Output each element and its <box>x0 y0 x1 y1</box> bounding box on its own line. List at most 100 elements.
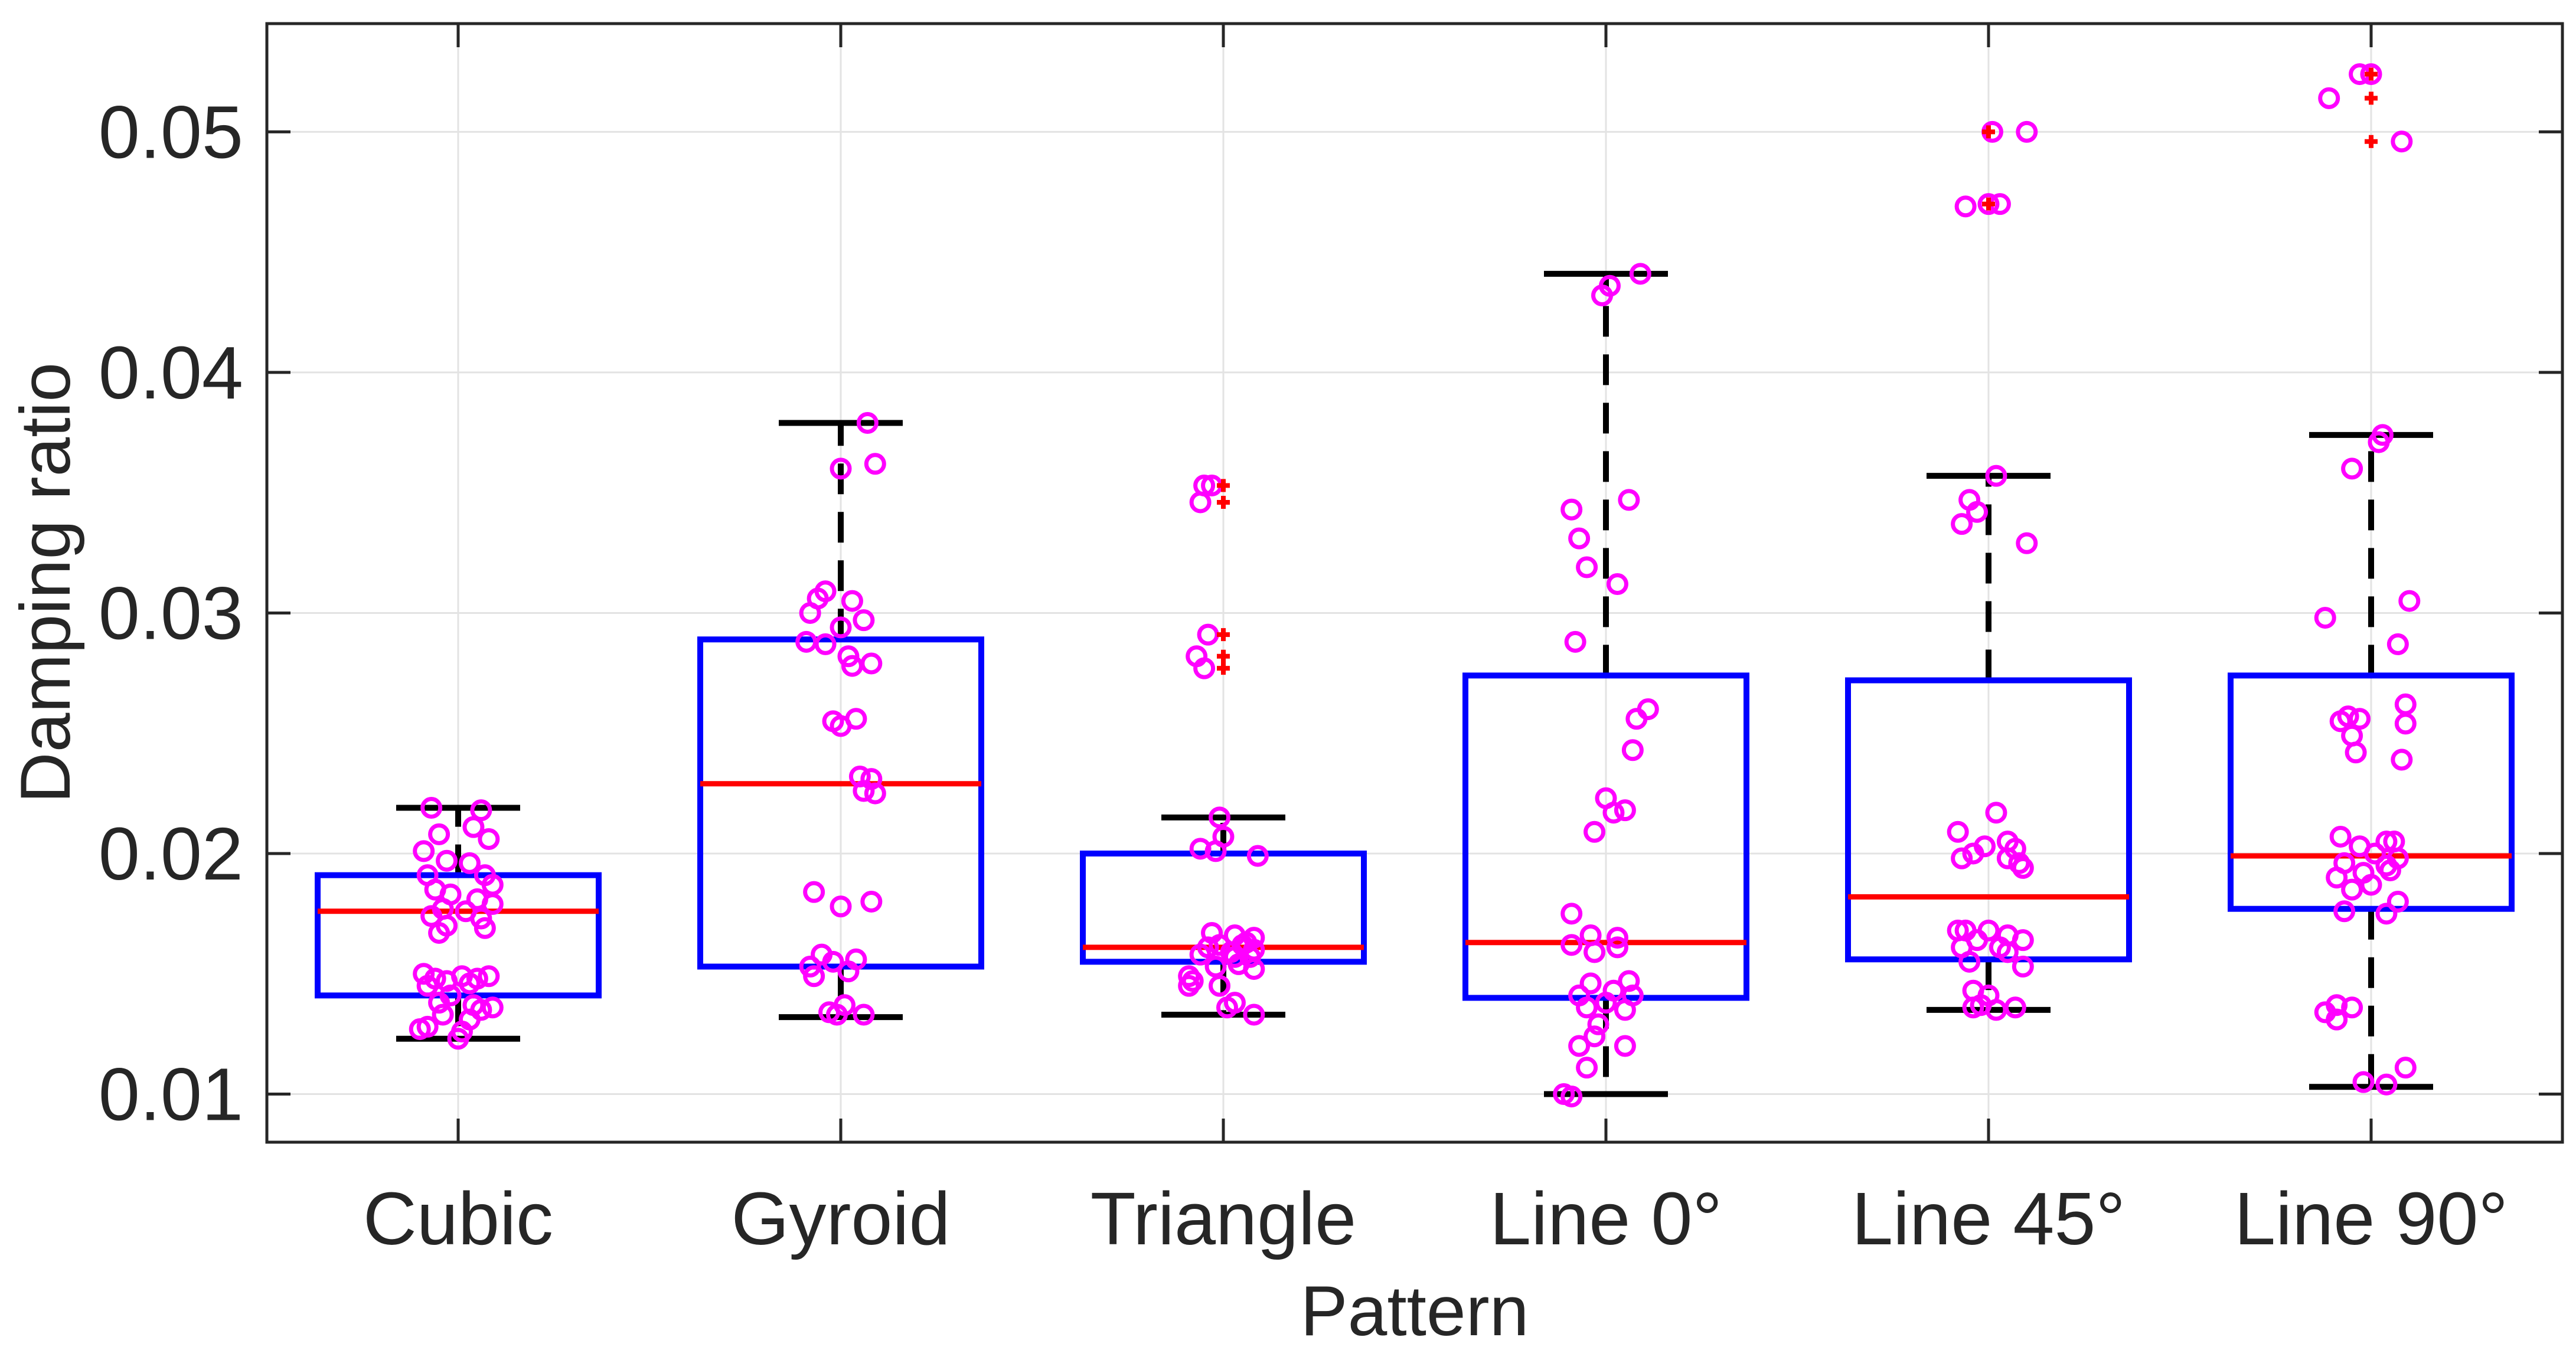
data-point <box>436 849 458 872</box>
data-point <box>1614 1035 1636 1057</box>
outlier-marker <box>1982 125 1995 139</box>
data-point <box>2352 1071 2375 1093</box>
data-point <box>814 633 837 655</box>
data-point <box>2375 1073 2398 1096</box>
data-point <box>2391 748 2413 771</box>
data-point <box>2318 87 2340 109</box>
data-point <box>848 766 871 788</box>
data-point <box>428 921 450 944</box>
data-point <box>428 992 450 1014</box>
y-tick-label: 0.03 <box>99 571 243 655</box>
data-point <box>2326 867 2348 889</box>
data-point <box>2314 607 2336 629</box>
data-point <box>1568 1035 1591 1057</box>
data-point <box>1243 958 1265 980</box>
data-point <box>2394 1057 2417 1079</box>
outlier-marker <box>1217 662 1230 675</box>
data-point <box>2341 996 2363 1019</box>
data-point <box>416 975 439 997</box>
data-point <box>803 965 825 988</box>
x-tick-label: Line 0° <box>1490 1177 1722 1260</box>
x-tick-label: Line 90° <box>2234 1177 2508 1260</box>
data-point <box>474 917 496 939</box>
data-point <box>420 797 443 819</box>
x-axis-label: Pattern <box>1301 1271 1529 1351</box>
outlier-marker <box>1217 649 1230 663</box>
data-point <box>2386 890 2409 913</box>
data-point <box>1947 820 1969 843</box>
x-tick-label: Cubic <box>363 1177 553 1260</box>
data-point <box>470 799 492 822</box>
outlier-marker <box>1217 495 1230 509</box>
data-point <box>822 950 844 973</box>
data-point <box>413 840 435 862</box>
data-point <box>1564 630 1586 653</box>
data-point <box>1197 623 1219 646</box>
data-point <box>1614 799 1636 822</box>
data-point <box>1584 941 1606 963</box>
data-point <box>1189 943 1212 966</box>
data-point <box>803 881 825 903</box>
data-point <box>1209 975 1231 997</box>
y-axis-label: Damping ratio <box>6 362 85 803</box>
data-point <box>830 616 852 639</box>
data-point <box>860 652 883 675</box>
data-point <box>826 1003 848 1026</box>
x-tick-label: Gyroid <box>731 1177 950 1260</box>
x-axis-ticks: Cubic Gyroid Triangle Line 0° Line 45° Line 9… <box>363 24 2508 1260</box>
data-point <box>1951 513 1973 535</box>
data-point <box>853 1003 875 1026</box>
data-point <box>2360 874 2382 896</box>
y-axis-ticks: 0.01 0.02 0.03 0.04 0.05 <box>99 90 2562 1136</box>
data-point <box>799 601 821 624</box>
data-point <box>2398 590 2421 612</box>
data-point <box>2341 878 2363 901</box>
data-point <box>1568 527 1591 550</box>
data-point <box>856 411 879 434</box>
data-point <box>2394 693 2417 715</box>
data-point <box>2360 63 2382 86</box>
data-point <box>1985 465 2007 487</box>
data-point <box>1579 972 1602 995</box>
outlier-marker <box>1217 479 1230 492</box>
data-point <box>1178 975 1200 997</box>
data-point <box>841 655 863 677</box>
data-point <box>1951 847 1973 869</box>
data-point <box>481 996 504 1019</box>
axes-frame <box>265 22 2564 1144</box>
data-point <box>1996 941 2019 963</box>
data-point <box>1996 847 2019 869</box>
data-point <box>841 590 863 612</box>
data-point <box>1560 1086 1583 1108</box>
data-point <box>853 780 875 802</box>
data-point <box>1618 970 1640 992</box>
data-point <box>1954 195 1977 218</box>
data-point <box>432 1003 454 1026</box>
data-point <box>1243 1003 1265 1026</box>
data-point <box>830 895 852 918</box>
data-point <box>1216 996 1238 1019</box>
data-point <box>2333 900 2356 923</box>
grid-lines <box>267 24 2562 1142</box>
data-point <box>478 965 500 988</box>
data-point <box>864 453 886 475</box>
data-point <box>2394 712 2417 735</box>
data-point <box>853 609 875 632</box>
data-point <box>447 1028 469 1050</box>
data-point <box>462 816 485 838</box>
data-point <box>1246 845 1269 867</box>
data-point <box>830 457 852 480</box>
data-point <box>1606 936 1628 959</box>
data-point <box>1958 950 1981 973</box>
data-point <box>409 1018 431 1040</box>
data-point <box>1189 491 1212 514</box>
data-point <box>2016 532 2038 554</box>
outlier-marker <box>1982 197 1995 211</box>
data-point <box>1966 501 1989 523</box>
data-point <box>1618 489 1640 511</box>
data-point <box>1584 820 1606 843</box>
data-point <box>2368 431 2390 453</box>
data-point <box>478 828 500 851</box>
data-point <box>1985 999 2007 1021</box>
